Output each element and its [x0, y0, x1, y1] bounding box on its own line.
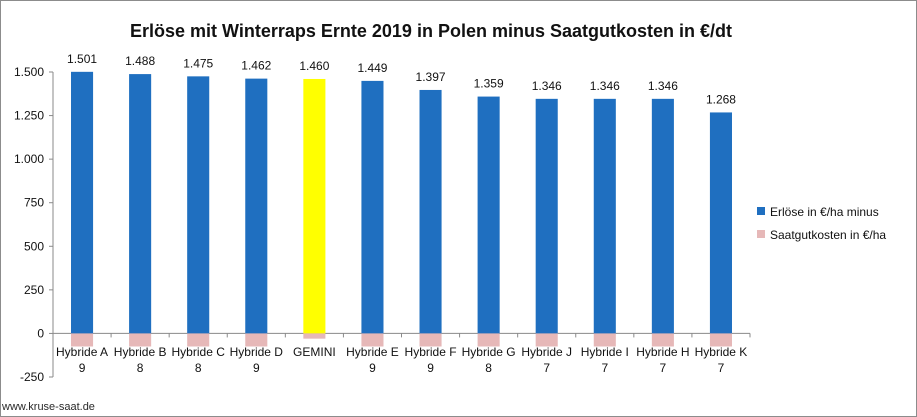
seed-cost-bar [477, 333, 500, 347]
y-tick-label: 500 [24, 239, 44, 253]
seed-cost-bar [245, 333, 268, 347]
x-tick-sublabel: 7 [543, 361, 550, 375]
seed-cost-bar [129, 333, 152, 347]
seed-cost-bar [651, 333, 674, 347]
revenue-bar [535, 98, 558, 334]
y-tick-label: -250 [20, 370, 44, 384]
revenue-bar [477, 96, 500, 334]
y-tick-label: 1.250 [14, 109, 44, 123]
data-label: 1.475 [183, 56, 213, 70]
x-tick-label: Hybride C [172, 345, 226, 359]
data-label: 1.346 [532, 79, 562, 93]
revenue-bar [361, 80, 384, 334]
x-tick-sublabel: 9 [427, 361, 434, 375]
x-tick-label: Hybride I [581, 345, 629, 359]
revenue-bar [419, 89, 442, 334]
x-tick-label: Hybride B [114, 345, 167, 359]
revenue-bar [303, 78, 326, 334]
y-tick-label: 250 [24, 283, 44, 297]
revenue-bar [245, 78, 268, 334]
x-tick-label: Hybride E [346, 345, 399, 359]
x-tick-label: Hybride A [56, 345, 108, 359]
revenue-bar [709, 112, 732, 334]
x-tick-label: Hybride G [462, 345, 516, 359]
x-tick-label: Hybride K [695, 345, 748, 359]
x-tick-sublabel: 9 [79, 361, 86, 375]
seed-cost-bar [187, 333, 210, 347]
x-tick-sublabel: 7 [601, 361, 608, 375]
data-label: 1.462 [241, 59, 271, 73]
chart-title: Erlöse mit Winterraps Ernte 2019 in Pole… [130, 21, 732, 41]
seed-cost-bar [419, 333, 442, 347]
y-tick-label: 1.000 [14, 152, 44, 166]
watermark: www.kruse-saat.de [2, 401, 95, 413]
data-label: 1.268 [706, 92, 736, 106]
x-tick-sublabel: 9 [253, 361, 260, 375]
data-label: 1.346 [648, 79, 678, 93]
data-label: 1.397 [416, 70, 446, 84]
x-tick-sublabel: 8 [195, 361, 202, 375]
data-label: 1.359 [474, 77, 504, 91]
revenue-bar [187, 76, 210, 334]
data-label: 1.346 [590, 79, 620, 93]
data-label: 1.488 [125, 54, 155, 68]
legend-swatch [757, 230, 765, 238]
x-tick-sublabel: 8 [137, 361, 144, 375]
revenue-bar [593, 98, 616, 334]
data-label: 1.449 [357, 61, 387, 75]
revenue-bar [129, 74, 152, 334]
x-tick-label: Hybride D [230, 345, 284, 359]
x-tick-sublabel: 9 [369, 361, 376, 375]
y-tick-label: 1.500 [14, 65, 44, 79]
legend-label: Saatgutkosten in €/ha [770, 228, 886, 242]
seed-cost-bar [71, 333, 94, 347]
revenue-bar [651, 98, 674, 334]
seed-cost-bar [303, 333, 326, 339]
seed-cost-bar [361, 333, 384, 347]
legend-label: Erlöse in €/ha minus [770, 205, 879, 219]
revenue-bar [71, 71, 94, 334]
data-label: 1.501 [67, 52, 97, 66]
legend-swatch [757, 207, 765, 215]
x-tick-label: Hybride J [521, 345, 572, 359]
x-tick-sublabel: 8 [485, 361, 492, 375]
x-tick-label: Hybride H [636, 345, 689, 359]
y-tick-label: 750 [24, 196, 44, 210]
x-tick-sublabel: 7 [660, 361, 667, 375]
seed-cost-bar [709, 333, 732, 347]
data-label: 1.460 [299, 59, 329, 73]
x-tick-label: Hybride F [405, 345, 457, 359]
seed-cost-bar [535, 333, 558, 347]
seed-cost-bar [593, 333, 616, 347]
x-tick-label: GEMINI [293, 345, 336, 359]
x-tick-sublabel: 7 [718, 361, 725, 375]
y-tick-label: 0 [37, 326, 44, 340]
